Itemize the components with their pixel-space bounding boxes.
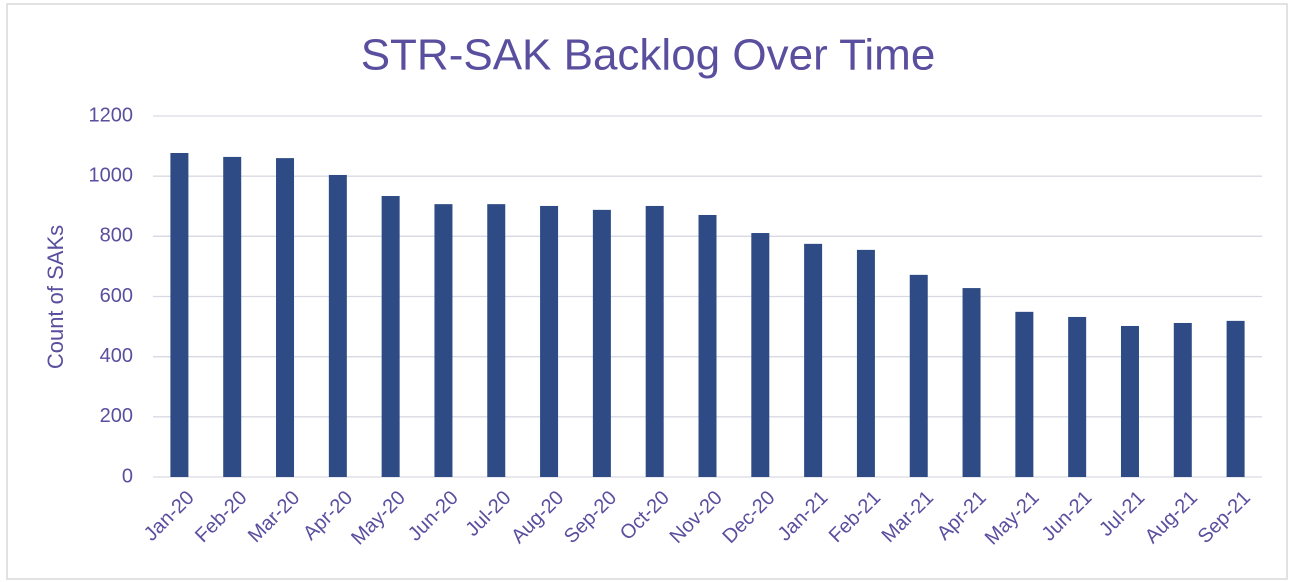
bar (434, 204, 453, 477)
bar (804, 243, 823, 477)
bar (381, 196, 400, 477)
bar (276, 158, 295, 477)
bar (328, 174, 347, 478)
bar (592, 209, 611, 478)
y-tick-label: 800 (100, 225, 133, 247)
y-tick-label: 0 (122, 465, 133, 487)
y-tick-label: 200 (100, 405, 133, 427)
y-tick-label: 600 (100, 285, 133, 307)
bar (751, 233, 770, 477)
bar (909, 274, 928, 477)
bar (223, 156, 242, 477)
bar (645, 205, 664, 478)
bar (698, 214, 717, 477)
bar (856, 249, 875, 477)
bar (1068, 316, 1087, 477)
bar (962, 288, 981, 477)
bar (170, 153, 189, 477)
y-axis-label: Count of SAKs (43, 225, 68, 369)
bar (1173, 322, 1192, 477)
bar (1226, 320, 1245, 477)
chart-title: STR-SAK Backlog Over Time (361, 31, 936, 80)
y-tick-label: 1000 (89, 164, 134, 186)
bar (1120, 325, 1139, 477)
y-tick-label: 400 (100, 345, 133, 367)
bar (1015, 311, 1034, 477)
y-tick-label: 1200 (89, 104, 134, 126)
bar (540, 205, 559, 478)
bar (487, 204, 506, 477)
